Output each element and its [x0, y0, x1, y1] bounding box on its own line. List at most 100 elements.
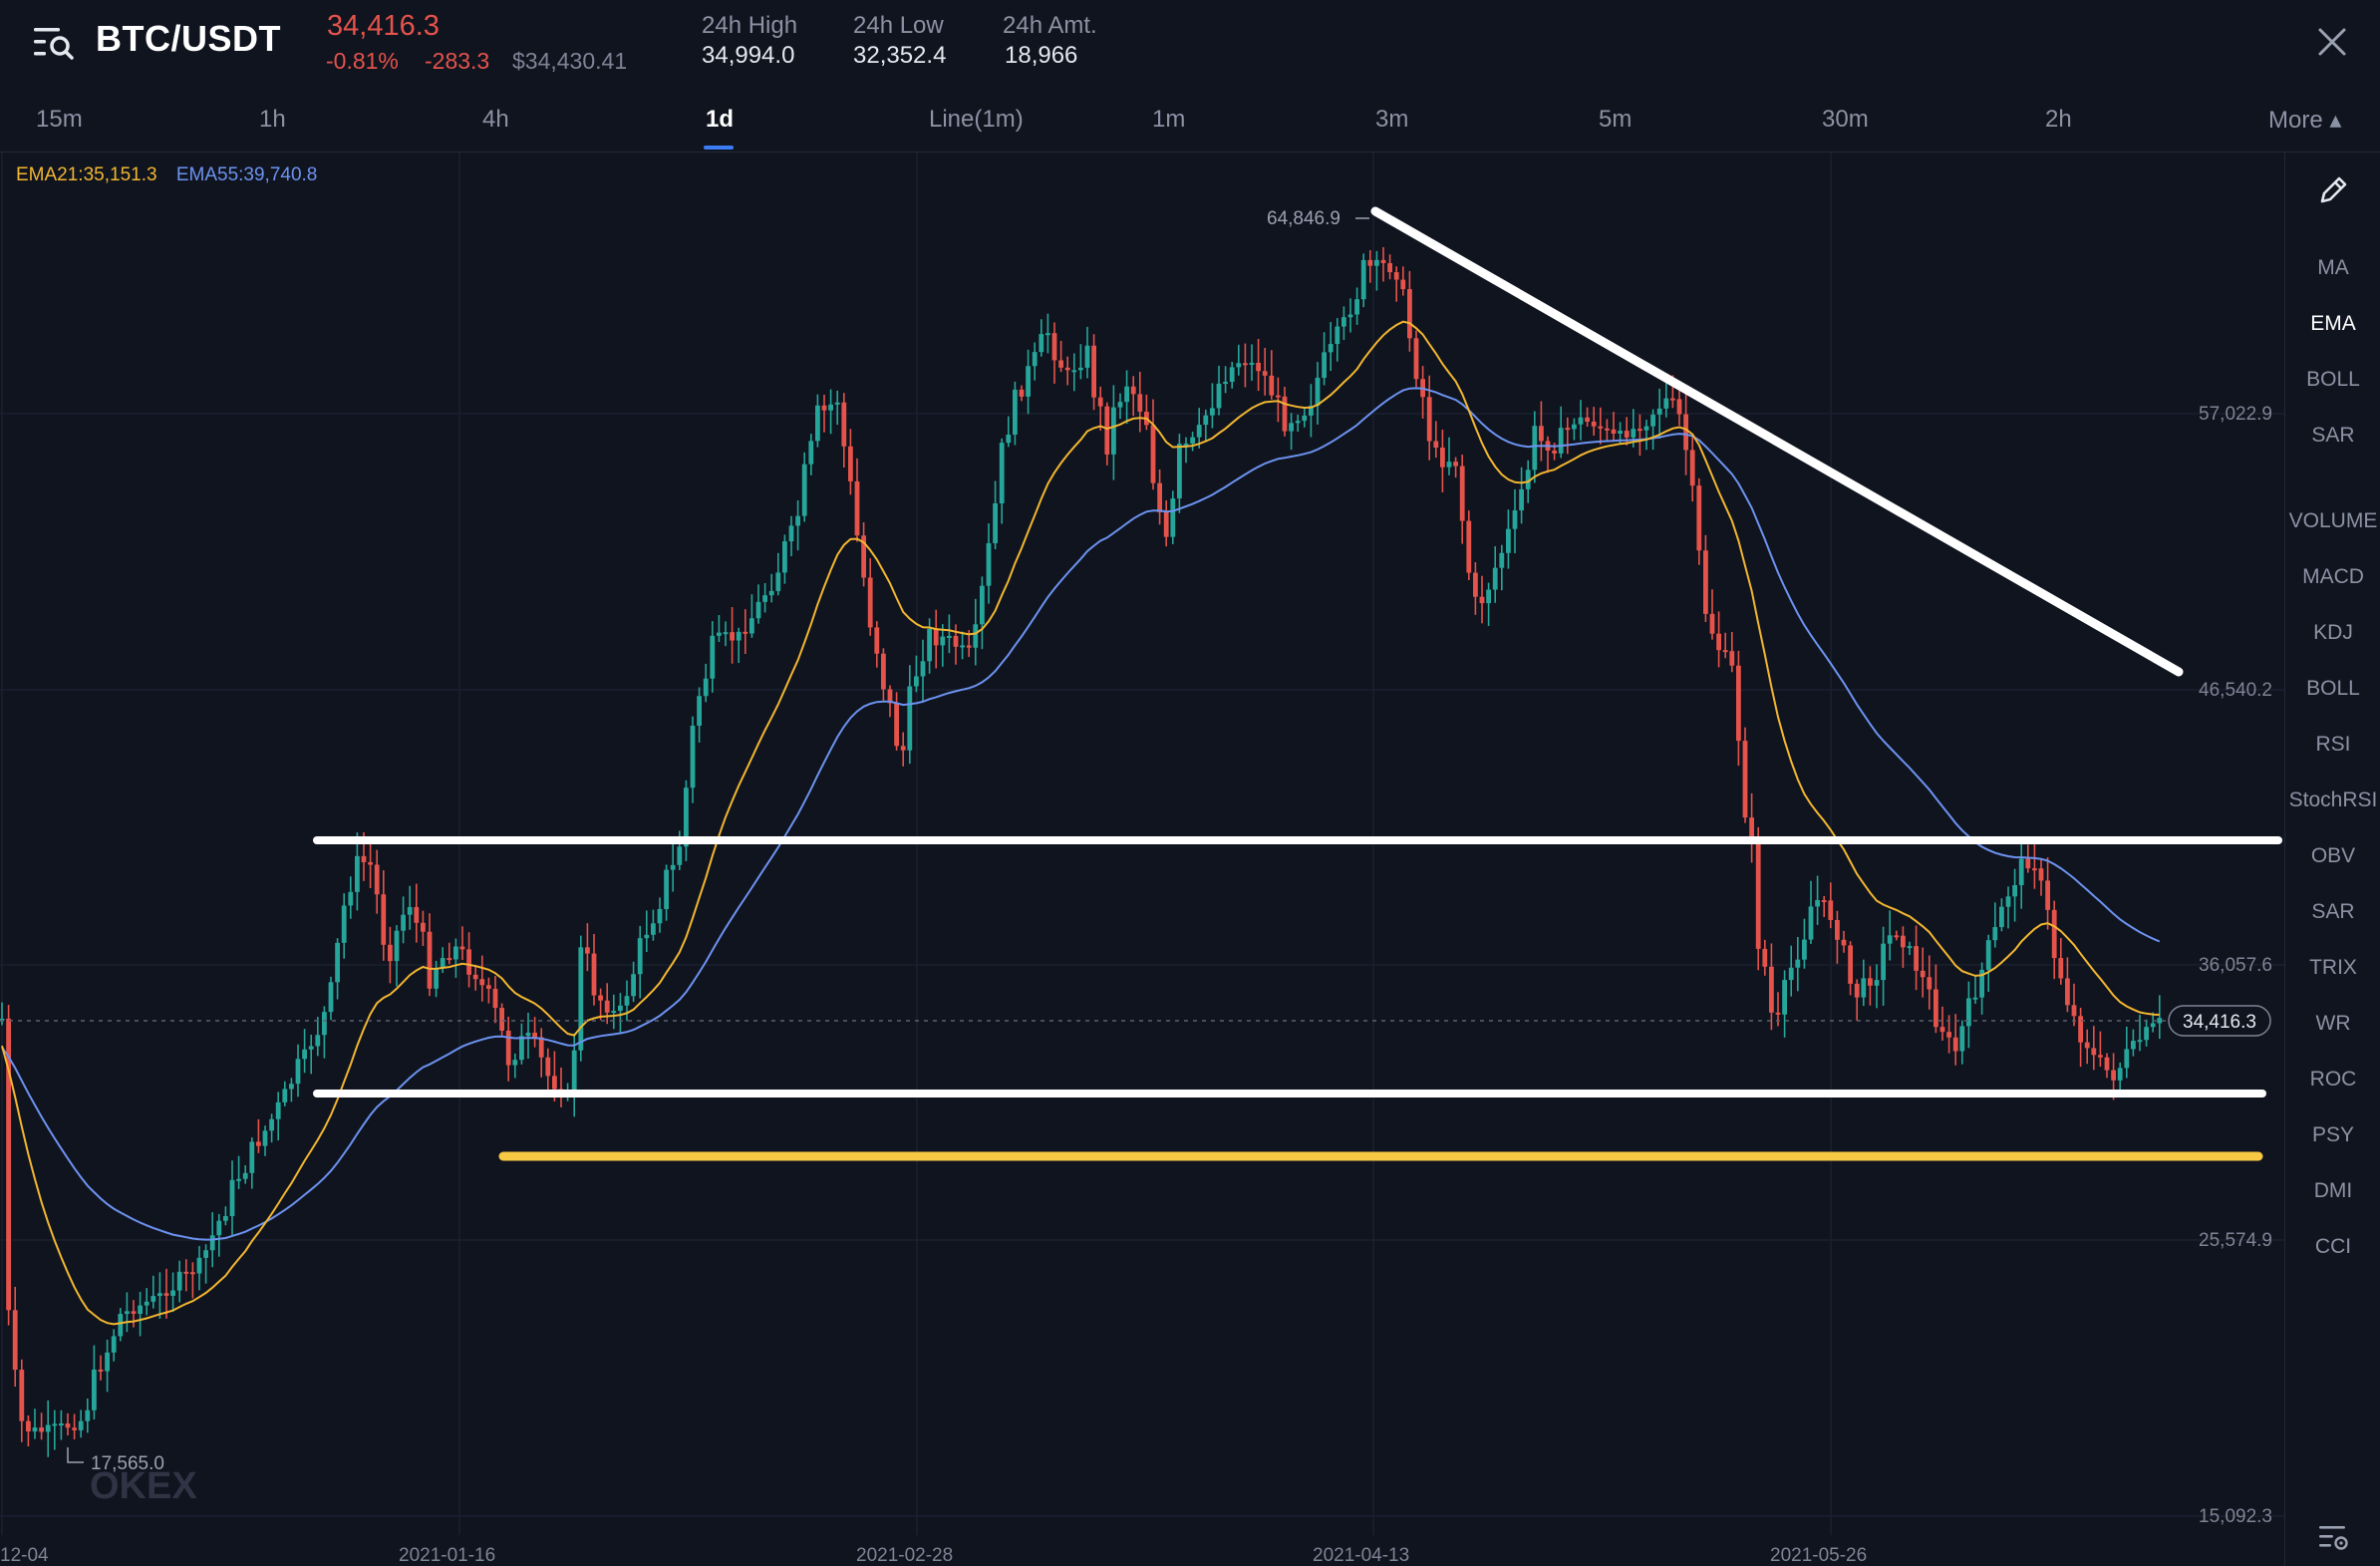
- candle-body: [1848, 945, 1853, 984]
- tab-2h[interactable]: 2h: [2045, 106, 2072, 133]
- candle-body: [196, 1257, 202, 1274]
- candle-body: [2065, 978, 2070, 1006]
- candle-body: [538, 1037, 544, 1058]
- candle-body: [1643, 426, 1649, 431]
- pencil-icon[interactable]: [2315, 172, 2351, 208]
- tab-1d[interactable]: 1d: [706, 106, 735, 133]
- candle-body: [1243, 363, 1248, 366]
- candle-body: [2012, 885, 2017, 897]
- candle-body: [598, 995, 603, 1001]
- candle-body: [1650, 414, 1655, 427]
- candle-body: [1887, 935, 1893, 944]
- candle-body: [1972, 997, 1978, 1000]
- candle-body: [1762, 948, 1768, 967]
- ema55-line: [1, 387, 2161, 1241]
- candle-body: [1775, 1012, 1781, 1015]
- candle-body: [505, 1030, 511, 1066]
- indicator-boll-sub[interactable]: BOLL: [2306, 677, 2360, 700]
- indicator-dmi[interactable]: DMI: [2313, 1179, 2353, 1202]
- indicator-ma[interactable]: MA: [2317, 256, 2349, 279]
- candle-body: [1196, 425, 1202, 438]
- candle-body: [1289, 423, 1294, 432]
- candle-body: [1512, 510, 1518, 529]
- indicator-psy[interactable]: PSY: [2311, 1123, 2355, 1146]
- candle-body: [1486, 589, 1491, 604]
- candle-body: [637, 938, 643, 975]
- tab-5m[interactable]: 5m: [1599, 106, 1633, 133]
- tab-15m[interactable]: 15m: [36, 106, 83, 133]
- indicator-boll[interactable]: BOLL: [2306, 368, 2360, 391]
- settings-icon[interactable]: [2315, 1520, 2351, 1554]
- candle-body: [1920, 970, 1926, 978]
- menu-search-icon[interactable]: [32, 24, 76, 60]
- tab-3m[interactable]: 3m: [1375, 106, 1409, 133]
- candle-body: [308, 1046, 314, 1050]
- y-tick-label: 46,540.2: [2199, 680, 2272, 701]
- candle-body: [1084, 345, 1090, 368]
- tab-1h[interactable]: 1h: [259, 106, 286, 133]
- candle-body: [723, 632, 729, 635]
- candle-body: [1347, 314, 1353, 318]
- tab-4h[interactable]: 4h: [482, 106, 509, 133]
- pair-title[interactable]: BTC/USDT: [96, 18, 281, 59]
- candle-body: [1104, 406, 1110, 455]
- tab-1m[interactable]: 1m: [1152, 106, 1186, 133]
- candle-body: [914, 676, 919, 687]
- indicator-stochrsi[interactable]: StochRSI: [2288, 788, 2378, 811]
- candle-body: [1729, 651, 1735, 666]
- candle-body: [1058, 360, 1063, 368]
- candle-body: [1736, 665, 1741, 742]
- candle-body: [19, 1370, 25, 1421]
- candle-body: [1927, 977, 1933, 990]
- candle-body: [1992, 927, 1998, 941]
- candle-body: [1124, 386, 1129, 403]
- indicator-volume[interactable]: VOLUME: [2288, 509, 2378, 532]
- candle-body: [1578, 417, 1584, 425]
- indicator-ema[interactable]: EMA: [2310, 312, 2356, 335]
- candle-body: [2137, 1040, 2143, 1043]
- candle-body: [1631, 429, 1636, 438]
- indicator-kdj[interactable]: KDJ: [2313, 621, 2353, 644]
- x-tick-label: 2021-02-28: [856, 1545, 953, 1566]
- candle-body: [421, 922, 426, 932]
- indicator-obv[interactable]: OBV: [2310, 844, 2356, 867]
- low-marker-label: 17,565.0: [91, 1453, 164, 1474]
- candle-body: [808, 441, 814, 465]
- tab-more[interactable]: More ▴: [2268, 107, 2342, 134]
- indicator-sar[interactable]: SAR: [2311, 424, 2355, 447]
- price-chart[interactable]: 57,022.9 46,540.2 36,057.6 25,574.9 15,0…: [0, 153, 2284, 1566]
- candle-body: [492, 988, 498, 1009]
- candle-body: [223, 1215, 228, 1221]
- candle-body: [466, 949, 471, 975]
- indicator-macd[interactable]: MACD: [2302, 565, 2364, 588]
- indicator-trix[interactable]: TRIX: [2309, 956, 2357, 979]
- candle-body: [1901, 935, 1906, 948]
- candle-body: [795, 515, 800, 526]
- candle-body: [1689, 450, 1695, 486]
- candle-body: [262, 1130, 268, 1146]
- tab-line-1m[interactable]: Line(1m): [929, 106, 1024, 133]
- candle-body: [1374, 259, 1379, 266]
- indicator-roc[interactable]: ROC: [2309, 1068, 2357, 1091]
- candle-body: [1309, 405, 1314, 416]
- chart-area[interactable]: 57,022.9 46,540.2 36,057.6 25,574.9 15,0…: [0, 153, 2284, 1566]
- close-icon[interactable]: [2312, 22, 2352, 62]
- candle-body: [453, 946, 458, 960]
- x-tick-label: 2021-04-13: [1313, 1545, 1409, 1566]
- last-price: 34,416.3: [327, 10, 440, 42]
- candle-body: [1203, 415, 1209, 426]
- candle-body: [1302, 415, 1308, 422]
- indicator-wr[interactable]: WR: [2315, 1012, 2351, 1035]
- indicator-rsi[interactable]: RSI: [2315, 733, 2351, 756]
- tab-30m[interactable]: 30m: [1822, 106, 1869, 133]
- candle-body: [289, 1084, 294, 1090]
- candle-body: [651, 923, 656, 935]
- indicator-sar-sub[interactable]: SAR: [2311, 900, 2355, 923]
- indicator-cci[interactable]: CCI: [2314, 1235, 2352, 1258]
- candle-body: [690, 726, 696, 788]
- candle-body: [2091, 1048, 2097, 1056]
- candle-body: [1097, 397, 1103, 407]
- candle-body: [525, 1032, 531, 1037]
- stat-high-value: 34,994.0: [702, 42, 795, 69]
- candle-body: [1354, 299, 1359, 315]
